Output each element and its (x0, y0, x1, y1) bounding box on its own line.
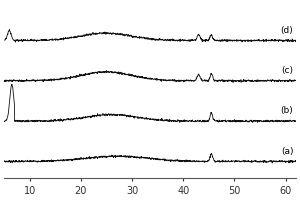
Text: (b): (b) (280, 106, 293, 115)
Text: (d): (d) (280, 26, 293, 35)
Text: (c): (c) (281, 66, 293, 75)
Text: (a): (a) (281, 147, 293, 156)
